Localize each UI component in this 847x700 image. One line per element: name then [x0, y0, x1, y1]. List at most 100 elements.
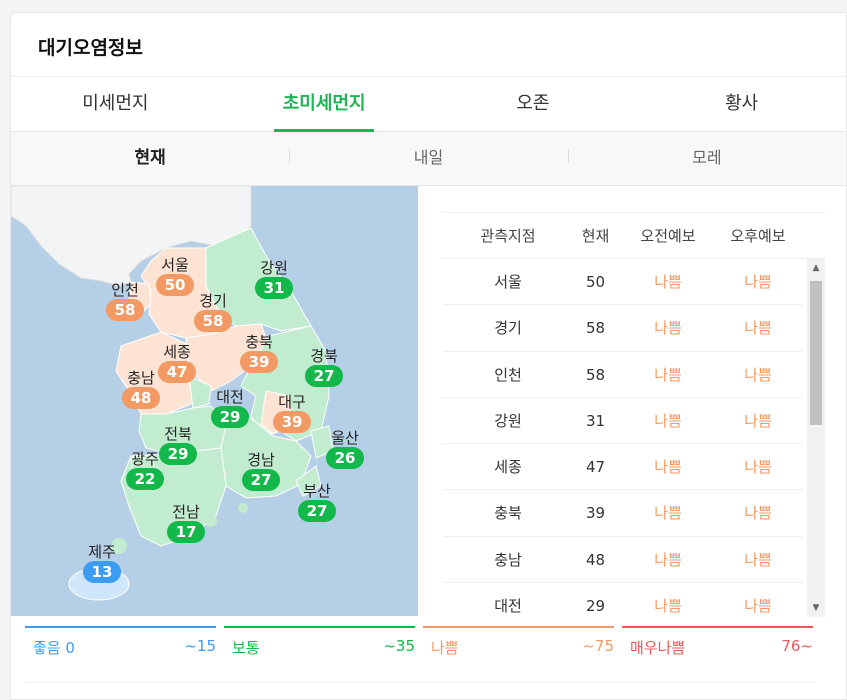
cell-station: 강원: [494, 411, 522, 430]
cell-station: 인천: [494, 365, 522, 384]
legend-good: 좋음 0 ~15: [25, 626, 216, 682]
legend-max: 76~: [781, 637, 813, 655]
region-chungnam[interactable]: 충남 48: [122, 369, 160, 409]
region-name: 인천: [111, 281, 139, 299]
table-row: 인천 58 나쁨 나쁨: [443, 352, 803, 398]
region-chungbuk[interactable]: 충북 39: [240, 333, 278, 373]
cell-current: 39: [585, 504, 606, 523]
region-value: 48: [122, 387, 160, 409]
region-jeonnam[interactable]: 전남 17: [167, 503, 205, 543]
legend-max: ~75: [582, 637, 614, 655]
cell-current: 47: [585, 458, 606, 477]
table-header: 관측지점 현재 오전예보 오후예보: [443, 213, 825, 259]
legend-good-label: 좋음 0: [33, 637, 75, 682]
region-gwangju[interactable]: 광주 22: [126, 450, 164, 490]
header-pm-forecast: 오후예보: [730, 227, 786, 245]
region-name: 대구: [278, 393, 306, 411]
region-gyeongnam[interactable]: 경남 27: [242, 451, 280, 491]
legend-max: ~35: [383, 637, 415, 655]
legend: 좋음 0 ~15 보통 ~35 나쁨 ~75 매우나쁨 76~: [25, 626, 813, 682]
legend-label: 좋음: [33, 639, 61, 657]
divider: [25, 682, 813, 683]
region-busan[interactable]: 부산 27: [298, 482, 336, 522]
region-name: 강원: [260, 259, 288, 277]
cell-am: 나쁨: [654, 411, 682, 430]
scroll-thumb[interactable]: [810, 281, 822, 425]
pollutant-tabs: 미세먼지 초미세먼지 오존 황사: [11, 77, 846, 132]
table-row: 충남 48 나쁨 나쁨: [443, 537, 803, 584]
region-name: 울산: [331, 429, 359, 447]
cell-current: 58: [585, 365, 606, 384]
cell-current: 48: [585, 550, 606, 569]
region-daejeon[interactable]: 대전 29: [211, 388, 249, 428]
region-value: 29: [159, 443, 197, 465]
cell-pm: 나쁨: [744, 550, 772, 569]
cell-pm: 나쁨: [744, 365, 772, 384]
cell-pm: 나쁨: [744, 458, 772, 477]
region-gyeongbuk[interactable]: 경북 27: [305, 347, 343, 387]
cell-current: 50: [585, 273, 606, 291]
table-row: 강원 31 나쁨 나쁨: [443, 398, 803, 445]
tab-fine-dust[interactable]: 미세먼지: [82, 93, 149, 114]
cell-station: 경기: [494, 319, 522, 338]
region-gyeonggi[interactable]: 경기 58: [194, 292, 232, 332]
daejeon-shape[interactable]: [188, 375, 212, 409]
cell-pm: 나쁨: [744, 597, 772, 616]
table-body[interactable]: 서울 50 나쁨 나쁨 경기 58 나쁨 나쁨 인천 58 나쁨 나쁨: [443, 259, 825, 617]
region-name: 전남: [172, 503, 200, 521]
header-am-forecast: 오전예보: [640, 227, 696, 245]
cell-current: 29: [585, 597, 606, 616]
cell-am: 나쁨: [654, 597, 682, 616]
region-incheon[interactable]: 인천 58: [106, 281, 144, 321]
cell-station: 서울: [494, 273, 522, 291]
cell-station: 세종: [494, 458, 522, 477]
table-scrollbar[interactable]: ▲ ▼: [807, 259, 825, 617]
subtab-tomorrow[interactable]: 내일: [289, 132, 567, 185]
region-name: 충남: [127, 369, 155, 387]
region-name: 경북: [310, 347, 338, 365]
region-value: 26: [326, 447, 364, 469]
table-row: 충북 39 나쁨 나쁨: [443, 490, 803, 537]
cell-am: 나쁨: [654, 319, 682, 338]
region-gangwon[interactable]: 강원 31: [255, 259, 293, 299]
cell-station: 충남: [494, 550, 522, 569]
region-value: 17: [167, 521, 205, 543]
region-ulsan[interactable]: 울산 26: [326, 429, 364, 469]
cell-am: 나쁨: [654, 550, 682, 569]
region-value: 39: [273, 411, 311, 433]
region-name: 전북: [164, 425, 192, 443]
region-name: 제주: [88, 543, 116, 561]
region-seoul[interactable]: 서울 50: [156, 256, 194, 296]
scroll-down-arrow-icon[interactable]: ▼: [812, 603, 820, 613]
region-daegu[interactable]: 대구 39: [273, 393, 311, 433]
subtab-today[interactable]: 현재: [134, 148, 166, 168]
tab-yellow-dust[interactable]: 황사: [725, 93, 759, 114]
region-name: 광주: [131, 450, 159, 468]
island-shape: [111, 538, 127, 554]
subtab-day-after[interactable]: 모레: [567, 132, 846, 185]
cell-pm: 나쁨: [744, 411, 772, 430]
legend-label: 매우나쁨: [630, 639, 686, 657]
region-name: 경남: [247, 451, 275, 469]
busan-shape[interactable]: [295, 465, 322, 497]
region-value: 58: [194, 310, 232, 332]
tab-ultrafine-dust[interactable]: 초미세먼지: [220, 77, 429, 132]
cell-am: 나쁨: [654, 504, 682, 523]
header-current: 현재: [581, 227, 610, 245]
region-jeju[interactable]: 제주 13: [83, 543, 121, 583]
region-name: 세종: [163, 343, 191, 361]
table-row: 대전 29 나쁨 나쁨: [443, 583, 803, 617]
cell-am: 나쁨: [654, 273, 682, 291]
tab-ozone[interactable]: 오존: [516, 93, 550, 114]
scroll-up-arrow-icon[interactable]: ▲: [812, 263, 820, 273]
region-value: 13: [83, 561, 121, 583]
region-sejong[interactable]: 세종 47: [158, 343, 196, 383]
region-value: 29: [211, 406, 249, 428]
cell-station: 충북: [494, 504, 522, 523]
region-name: 서울: [161, 256, 189, 274]
region-value: 22: [126, 468, 164, 490]
legend-max: ~15: [184, 637, 216, 655]
region-jeonbuk[interactable]: 전북 29: [159, 425, 197, 465]
cell-am: 나쁨: [654, 365, 682, 384]
station-table: 관측지점 현재 오전예보 오후예보 서울 50 나쁨 나쁨 경기 58 나쁨 나…: [443, 212, 825, 617]
